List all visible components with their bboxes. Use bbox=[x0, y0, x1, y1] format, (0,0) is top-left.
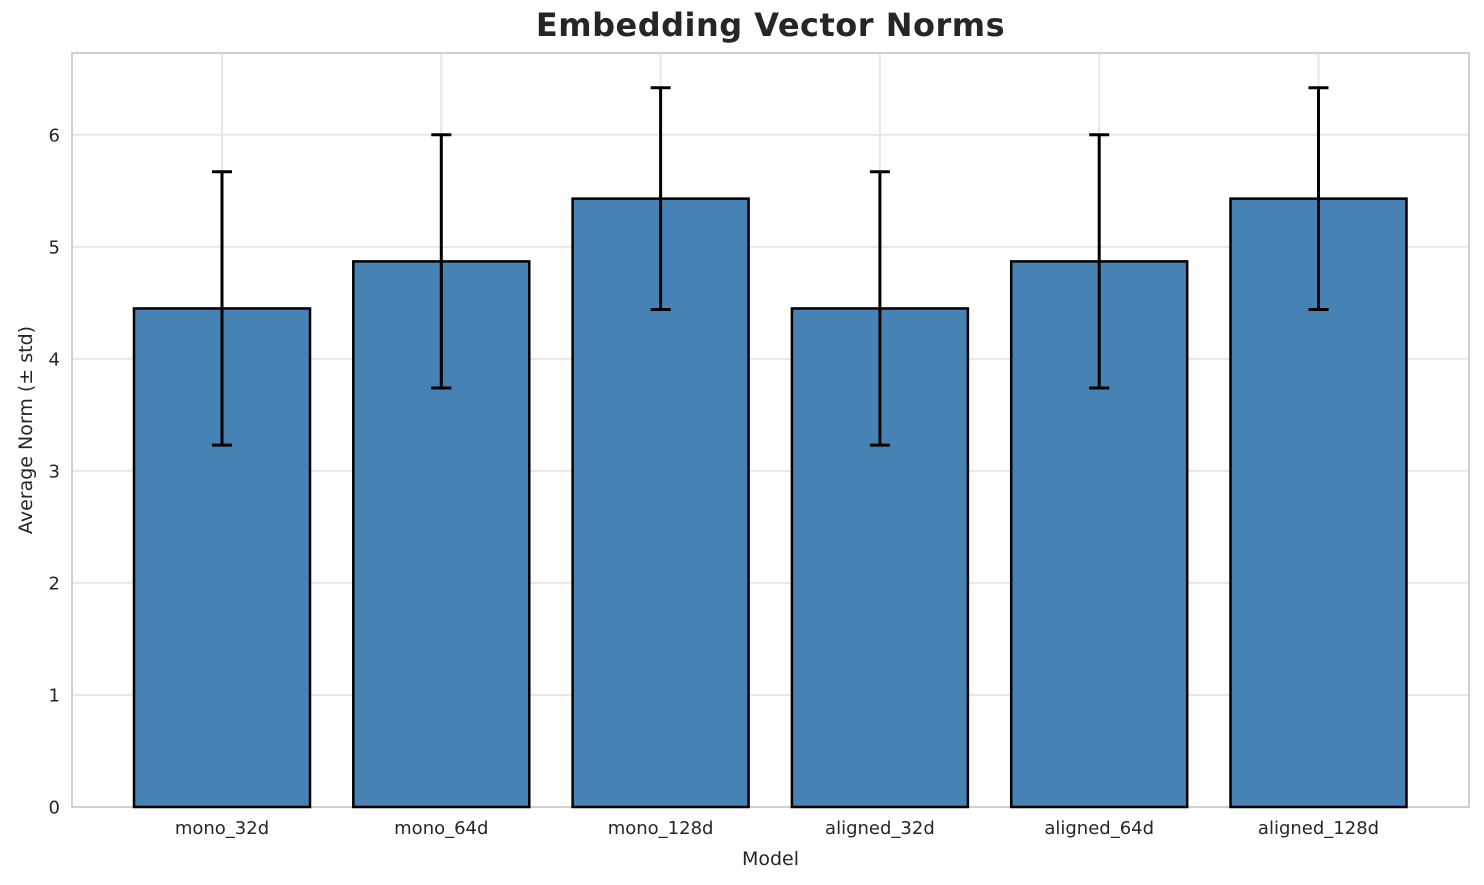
x-axis-label: Model bbox=[741, 848, 800, 870]
y-tick-label: 3 bbox=[49, 461, 60, 482]
y-axis-label: Average Norm (± std) bbox=[15, 325, 37, 535]
x-tick-label: mono_128d bbox=[608, 818, 714, 839]
x-tick-label: aligned_32d bbox=[825, 818, 935, 839]
x-tick-label: aligned_128d bbox=[1258, 818, 1379, 839]
y-tick-label: 2 bbox=[49, 573, 60, 594]
x-tick-label: mono_64d bbox=[394, 818, 488, 839]
y-tick-label: 5 bbox=[49, 237, 60, 258]
x-tick-label: aligned_64d bbox=[1044, 818, 1154, 839]
plot-border bbox=[71, 52, 1470, 808]
y-tick-label: 0 bbox=[49, 798, 60, 819]
y-tick-label: 6 bbox=[49, 125, 60, 146]
y-tick-label: 1 bbox=[49, 685, 60, 706]
y-tick-label: 4 bbox=[49, 349, 60, 370]
chart-title: Embedding Vector Norms bbox=[535, 6, 1006, 44]
x-tick-label: mono_32d bbox=[175, 818, 269, 839]
